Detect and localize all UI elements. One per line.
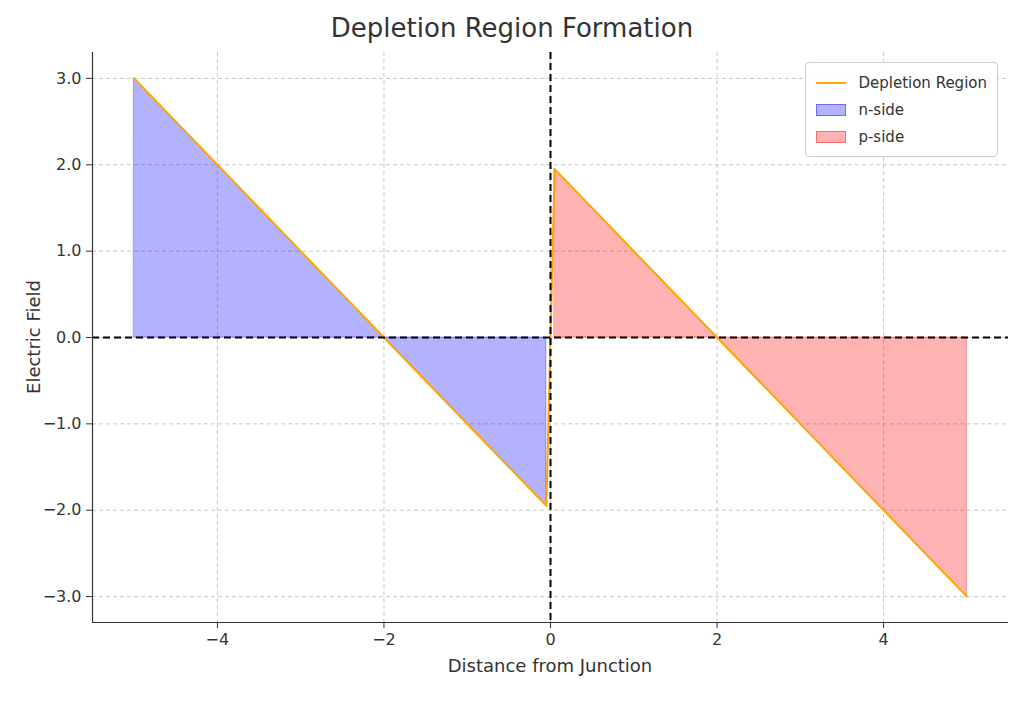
- html-text:Depletion Region Formation: Depletion Region Formation: [330, 13, 694, 43]
- html-text:Depletion Region: Depletion Region: [858, 73, 987, 92]
- svg-text:−1.0: −1.0: [43, 414, 82, 433]
- svg-text:0.0: 0.0: [56, 328, 81, 347]
- svg-text:1.0: 1.0: [56, 241, 81, 260]
- svg-text:4: 4: [878, 630, 888, 649]
- svg-text:−4: −4: [206, 630, 230, 649]
- html-text:n-side: n-side: [858, 100, 905, 119]
- svg-text:−2.0: −2.0: [43, 500, 82, 519]
- svg-text:2: 2: [712, 630, 722, 649]
- html-text:Distance from Junction: Distance from Junction: [447, 655, 653, 676]
- html-text:Electric Field: Electric Field: [22, 280, 44, 394]
- html-text:p-side: p-side: [858, 127, 905, 146]
- svg-text:2.0: 2.0: [56, 155, 81, 174]
- svg-text:3.0: 3.0: [56, 69, 81, 88]
- svg-text:0: 0: [545, 630, 555, 649]
- svg-text:−2: −2: [372, 630, 396, 649]
- svg-text:−3.0: −3.0: [43, 587, 82, 606]
